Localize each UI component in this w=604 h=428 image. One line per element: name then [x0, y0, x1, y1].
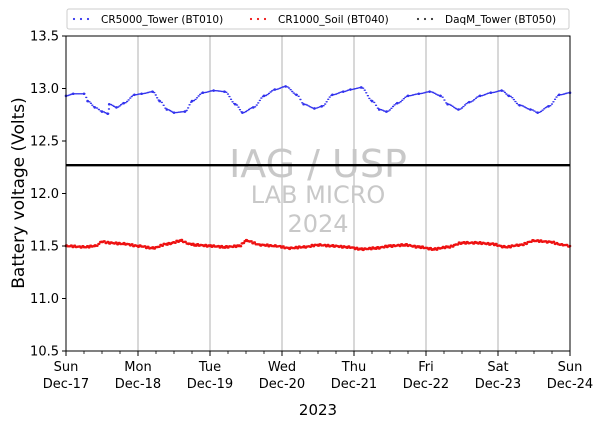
series-0 — [64, 85, 572, 115]
legend-marker — [423, 17, 427, 21]
x-tick-day: Fri — [418, 360, 434, 375]
legend-marker — [72, 17, 76, 21]
y-tick-label: 12.0 — [30, 187, 59, 202]
y-tick-label: 13.5 — [30, 30, 59, 45]
legend-marker — [416, 17, 420, 21]
x-tick-date: Dec-18 — [115, 377, 161, 392]
legend-marker — [263, 17, 267, 21]
watermark: IAG / USP LAB MICRO 2024 — [229, 142, 407, 238]
y-tick-label: 11.5 — [30, 240, 59, 255]
legend-entry: CR5000_Tower (BT010) — [72, 14, 223, 26]
y-tick-label: 11.0 — [30, 292, 59, 307]
legend: CR5000_Tower (BT010) CR1000_Soil (BT040) D… — [66, 8, 570, 30]
x-tick-date: Dec-19 — [187, 377, 233, 392]
x-tick-day: Wed — [268, 360, 296, 375]
y-tick-label: 12.5 — [30, 135, 59, 150]
x-axis-label: 2023 — [299, 401, 337, 419]
legend-marker — [430, 17, 434, 21]
y-axis-label: Battery voltage (Volts) — [9, 97, 29, 288]
x-tick-date: Dec-20 — [259, 377, 305, 392]
legend-entry: CR1000_Soil (BT040) — [249, 14, 389, 26]
watermark-line-2: LAB MICRO — [251, 181, 386, 209]
legend-entry: DaqM_Tower (BT050) — [416, 14, 556, 26]
x-tick-date: Dec-21 — [331, 377, 377, 392]
legend-marker — [249, 17, 253, 21]
x-tick-day: Mon — [124, 360, 151, 375]
watermark-line-3: 2024 — [287, 210, 348, 238]
series-dots — [65, 85, 571, 115]
x-tick-day: Thu — [341, 360, 366, 375]
legend-marker — [256, 17, 260, 21]
x-tick-day: Sun — [54, 360, 79, 375]
series-1 — [64, 238, 572, 252]
legend-marker — [79, 17, 83, 21]
legend-label: DaqM_Tower (BT050) — [445, 14, 556, 26]
x-tick-day: Tue — [198, 360, 221, 375]
x-tick-date: Dec-22 — [403, 377, 449, 392]
legend-frame — [66, 8, 570, 30]
x-tick-date: Dec-24 — [547, 377, 593, 392]
legend-label: CR5000_Tower (BT010) — [101, 14, 223, 26]
series-layer — [64, 85, 572, 252]
legend-marker — [86, 17, 90, 21]
legend-label: CR1000_Soil (BT040) — [278, 14, 389, 26]
x-tick-day: Sat — [487, 360, 508, 375]
y-tick-label: 13.0 — [30, 82, 59, 97]
x-tick-date: Dec-17 — [43, 377, 89, 392]
x-tick-date: Dec-23 — [475, 377, 521, 392]
series-dots — [64, 238, 571, 252]
x-tick-day: Sun — [558, 360, 583, 375]
axes: 10.5 11.0 11.5 12.0 12.5 13.0 13.5 Sun Dec-17 Mon… — [30, 30, 593, 393]
y-tick-label: 10.5 — [30, 345, 59, 360]
